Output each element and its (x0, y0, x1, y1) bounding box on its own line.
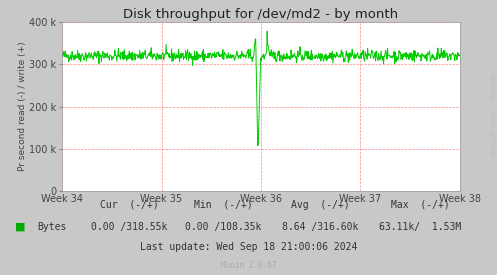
Text: 63.11k/  1.53M: 63.11k/ 1.53M (379, 222, 461, 232)
Y-axis label: Pr second read (-) / write (+): Pr second read (-) / write (+) (17, 42, 26, 171)
Text: Avg  (-/+): Avg (-/+) (291, 200, 350, 210)
Text: RRDTOOL / TOBI OETIKER: RRDTOOL / TOBI OETIKER (490, 74, 495, 157)
Title: Disk throughput for /dev/md2 - by month: Disk throughput for /dev/md2 - by month (123, 8, 399, 21)
Text: Min  (-/+): Min (-/+) (194, 200, 253, 210)
Text: 0.00 /108.35k: 0.00 /108.35k (185, 222, 262, 232)
Text: Bytes: Bytes (37, 222, 67, 232)
Text: 0.00 /318.55k: 0.00 /318.55k (91, 222, 167, 232)
Text: Max  (-/+): Max (-/+) (391, 200, 449, 210)
Text: Munin 2.0.67: Munin 2.0.67 (221, 261, 276, 270)
Text: Cur  (-/+): Cur (-/+) (100, 200, 159, 210)
Text: Last update: Wed Sep 18 21:00:06 2024: Last update: Wed Sep 18 21:00:06 2024 (140, 243, 357, 252)
Text: ■: ■ (14, 222, 25, 232)
Text: 8.64 /316.60k: 8.64 /316.60k (282, 222, 359, 232)
